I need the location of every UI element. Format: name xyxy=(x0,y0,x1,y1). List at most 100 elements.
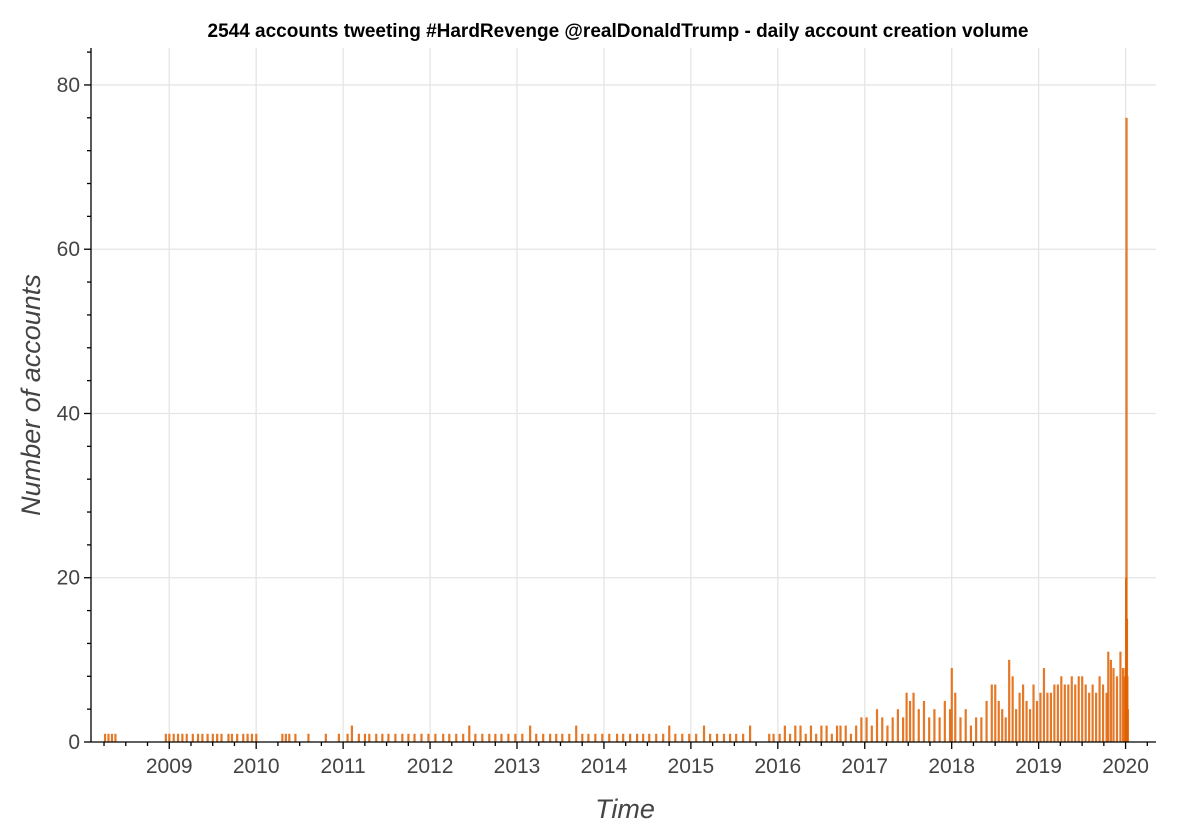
bar xyxy=(420,733,423,742)
x-tick-label: 2019 xyxy=(1015,755,1062,778)
bar xyxy=(629,733,632,742)
bar xyxy=(514,733,517,742)
bar xyxy=(943,700,946,742)
bar xyxy=(587,733,590,742)
bar xyxy=(535,733,538,742)
bar xyxy=(246,733,249,742)
y-tick-label: 0 xyxy=(68,731,80,754)
bar xyxy=(561,733,564,742)
bar xyxy=(242,733,245,742)
bar xyxy=(1126,709,1129,742)
bar xyxy=(1084,684,1087,742)
bar xyxy=(575,725,578,742)
bar xyxy=(702,725,706,742)
chart-title: 2544 accounts tweeting #HardRevenge @rea… xyxy=(208,21,1029,42)
bar xyxy=(1119,651,1122,742)
bar xyxy=(1070,676,1073,742)
bar xyxy=(938,717,941,742)
bar xyxy=(307,733,310,742)
bar xyxy=(288,733,291,742)
y-tick-label: 20 xyxy=(57,567,80,590)
bar xyxy=(1115,676,1119,742)
bar xyxy=(346,733,349,742)
bar xyxy=(742,733,745,742)
bar xyxy=(601,733,604,742)
bar xyxy=(220,733,223,742)
bar xyxy=(849,733,853,742)
bar xyxy=(608,733,611,742)
x-tick-label: 2018 xyxy=(928,755,975,778)
bar xyxy=(681,733,684,742)
bar xyxy=(1095,692,1098,742)
bar xyxy=(1001,709,1004,742)
bar xyxy=(434,733,437,742)
bar xyxy=(908,700,912,742)
bar xyxy=(1063,684,1066,742)
bar xyxy=(830,733,833,742)
bar xyxy=(294,733,297,742)
x-tick-label: 2014 xyxy=(581,755,628,778)
bar xyxy=(870,725,873,742)
bar xyxy=(615,733,619,742)
bars-layer xyxy=(103,117,1129,742)
bar xyxy=(835,725,839,742)
bar xyxy=(1074,684,1077,742)
bar xyxy=(642,733,645,742)
bar xyxy=(216,733,219,742)
bar xyxy=(886,725,889,742)
bar xyxy=(1091,684,1094,742)
bar xyxy=(695,733,698,742)
bar xyxy=(350,725,354,742)
bar xyxy=(804,733,807,742)
bar xyxy=(820,725,823,742)
bar xyxy=(542,733,545,742)
bar xyxy=(959,717,962,742)
bar xyxy=(1105,692,1108,742)
bar xyxy=(555,733,558,742)
bar xyxy=(622,733,625,742)
y-tick-label: 60 xyxy=(57,238,80,261)
bar xyxy=(324,733,327,742)
bar xyxy=(648,733,651,742)
bar xyxy=(839,725,842,742)
bar xyxy=(1088,692,1091,742)
bar xyxy=(948,709,952,742)
bar xyxy=(922,700,926,742)
bar xyxy=(337,733,340,742)
bar xyxy=(985,700,988,742)
bar xyxy=(1081,676,1084,742)
x-tick-label: 2010 xyxy=(233,755,280,778)
bar xyxy=(284,733,287,742)
bar xyxy=(1021,684,1025,742)
x-tick-label: 2015 xyxy=(668,755,715,778)
bar xyxy=(1011,676,1014,742)
bar xyxy=(825,725,828,742)
bar xyxy=(401,733,404,742)
bar xyxy=(368,733,371,742)
bar xyxy=(494,733,497,742)
axes-layer xyxy=(90,48,1156,743)
bar xyxy=(1049,692,1053,742)
bar xyxy=(674,733,677,742)
bar xyxy=(1018,692,1021,742)
bar xyxy=(969,725,973,742)
bar xyxy=(468,725,471,742)
bar xyxy=(783,725,786,742)
x-tick-label: 2017 xyxy=(841,755,888,778)
bar xyxy=(1042,668,1046,742)
bar xyxy=(500,733,503,742)
x-tick-label: 2011 xyxy=(321,755,366,778)
grid-layer xyxy=(91,48,1156,742)
x-tick-label: 2012 xyxy=(407,755,454,778)
bar xyxy=(688,733,691,742)
bar xyxy=(481,733,484,742)
bar xyxy=(875,709,879,742)
bar xyxy=(357,733,360,742)
bar xyxy=(794,725,797,742)
bar xyxy=(1004,717,1007,742)
bar xyxy=(990,684,993,742)
bar xyxy=(788,733,792,742)
bar xyxy=(387,733,390,742)
